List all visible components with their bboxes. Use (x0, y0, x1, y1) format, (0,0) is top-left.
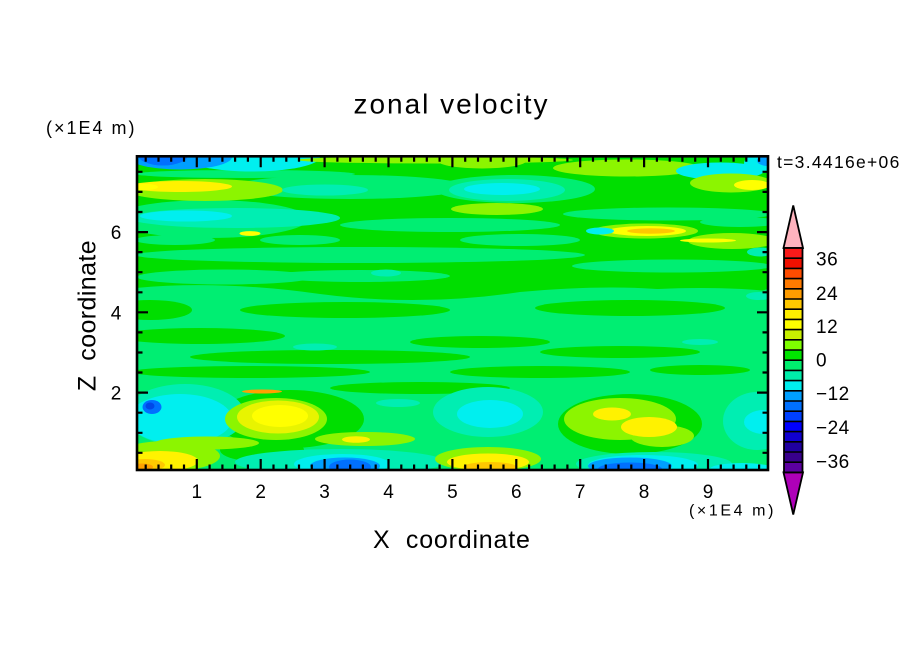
svg-text:X coordinate: X coordinate (373, 526, 531, 554)
svg-text:6: 6 (111, 223, 122, 244)
svg-text:2: 2 (111, 384, 122, 405)
svg-text:4: 4 (383, 482, 394, 503)
svg-text:−24: −24 (816, 418, 850, 439)
svg-text:t=3.4416e+06: t=3.4416e+06 (777, 152, 901, 172)
svg-text:5: 5 (447, 482, 458, 503)
svg-text:2: 2 (255, 482, 266, 503)
svg-text:(×1E4 m): (×1E4 m) (46, 118, 137, 138)
svg-text:12: 12 (816, 317, 838, 338)
svg-text:−12: −12 (816, 384, 850, 405)
svg-text:0: 0 (816, 350, 827, 371)
svg-text:24: 24 (816, 284, 838, 305)
svg-text:1: 1 (192, 482, 203, 503)
svg-text:3: 3 (319, 482, 330, 503)
svg-text:Z coordinate: Z coordinate (74, 240, 102, 391)
svg-text:6: 6 (511, 482, 522, 503)
svg-text:4: 4 (111, 303, 122, 324)
svg-text:(×1E4 m): (×1E4 m) (689, 503, 776, 520)
svg-text:−36: −36 (816, 452, 850, 473)
svg-text:36: 36 (816, 249, 838, 270)
svg-text:7: 7 (575, 482, 586, 503)
svg-text:8: 8 (639, 482, 650, 503)
svg-text:zonal velocity: zonal velocity (353, 89, 549, 120)
svg-text:9: 9 (703, 482, 714, 503)
